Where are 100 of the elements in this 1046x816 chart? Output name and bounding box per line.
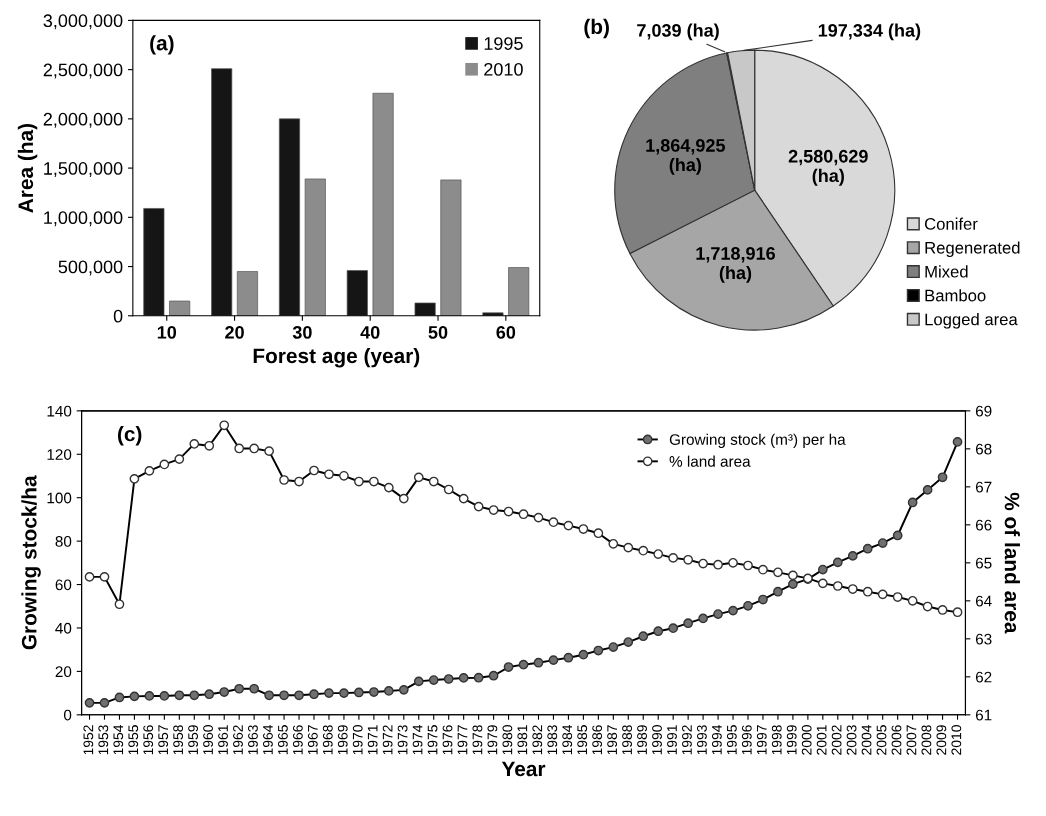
x-tick-label: 2000 <box>801 725 812 755</box>
x-tick-label: 1976 <box>442 725 453 755</box>
y-tick-label: 80 <box>55 535 72 547</box>
x-tick-label: 1986 <box>592 725 603 755</box>
x-tick-label: 2007 <box>906 725 917 755</box>
legend-label: Growing stock (m³) per ha <box>669 433 846 448</box>
x-tick-label: 1993 <box>697 725 707 755</box>
x-tick-label: 1990 <box>652 725 662 755</box>
x-tick-label: 1991 <box>667 725 677 755</box>
y2-tick-label: 66 <box>975 519 992 531</box>
x-tick-label: 1983 <box>547 725 558 755</box>
data-label: 1,864,925 (ha) <box>646 139 725 175</box>
y-tick-label: 3,000,000 <box>43 14 123 30</box>
y2-tick-label: 64 <box>975 595 992 607</box>
legend-label: 2010 <box>484 62 523 76</box>
x-tick-label: 1998 <box>771 725 782 755</box>
x-tick-label: 1997 <box>756 725 767 755</box>
x-tick-label: 1954 <box>113 724 124 755</box>
x-tick-label: 50 <box>428 325 448 339</box>
x-tick-label: 1971 <box>367 725 378 755</box>
x-tick-label: 1992 <box>682 725 692 755</box>
x-tick-label: 2001 <box>816 725 827 755</box>
x-tick-label: 1955 <box>128 725 139 755</box>
x-tick-label: 2006 <box>891 725 902 755</box>
x-tick-label: 2002 <box>831 725 842 755</box>
annotation: (a) <box>150 35 174 55</box>
y-tick-label: 2,500,000 <box>43 63 123 79</box>
y-tick-label: 60 <box>55 579 72 591</box>
x-tick-label: 2004 <box>861 724 872 755</box>
legend-label: Bamboo <box>925 289 986 302</box>
x-tick-label: 1978 <box>472 725 483 755</box>
x-tick-label: 1984 <box>562 724 573 755</box>
y2-tick-label: 67 <box>975 481 992 493</box>
x-tick-label: 10 <box>157 325 177 339</box>
legend-label: Logged area <box>925 313 1018 329</box>
x-tick-label: 1980 <box>502 725 513 755</box>
y-tick-label: 100 <box>47 492 72 504</box>
x-tick-label: 1972 <box>382 725 393 755</box>
x-axis-title: Forest age (year) <box>253 347 420 368</box>
y-tick-label: 20 <box>55 666 72 678</box>
x-tick-label: 60 <box>496 325 516 339</box>
x-tick-label: 1957 <box>158 725 169 755</box>
x-tick-label: 1985 <box>577 725 588 755</box>
x-tick-label: 2008 <box>921 725 932 755</box>
x-tick-label: 1977 <box>457 725 468 755</box>
x-tick-label: 1958 <box>173 725 184 755</box>
x-tick-label: 1953 <box>98 725 109 755</box>
y-tick-label: 2,000,000 <box>43 112 123 128</box>
x-tick-label: 1965 <box>277 725 288 755</box>
x-tick-label: 1968 <box>322 725 333 755</box>
x-tick-label: 1969 <box>337 725 348 755</box>
y2-tick-label: 61 <box>975 709 992 721</box>
y2-tick-label: 69 <box>975 405 992 417</box>
y-axis-title: Growing stock/ha <box>21 475 41 650</box>
x-tick-label: 1956 <box>143 725 154 755</box>
x-tick-label: 2010 <box>951 725 962 755</box>
y-tick-label: 0 <box>113 309 123 323</box>
y-tick-label: 120 <box>47 449 72 460</box>
x-tick-label: 1988 <box>622 725 633 755</box>
x-tick-label: 1982 <box>532 725 543 755</box>
y2-tick-label: 62 <box>975 671 992 683</box>
data-label: 1,718,916 (ha) <box>696 247 775 283</box>
y2-tick-label: 63 <box>975 633 992 645</box>
x-tick-label: 1999 <box>786 725 797 755</box>
y-axis-title: Area (ha) <box>17 123 38 213</box>
y-tick-label: 500,000 <box>58 260 123 276</box>
x-tick-label: 1987 <box>607 725 618 755</box>
x-tick-label: 1963 <box>248 725 258 755</box>
x-tick-label: 1995 <box>726 725 737 755</box>
x-tick-label: 1974 <box>412 724 423 755</box>
y-tick-label: 1,000,000 <box>44 211 123 227</box>
x-tick-label: 1966 <box>292 725 303 755</box>
data-label: 7,039 (ha) <box>637 23 719 41</box>
x-tick-label: 1981 <box>517 725 528 755</box>
x-tick-label: 1961 <box>218 725 228 755</box>
y2-axis-title: % of land area <box>1004 492 1020 634</box>
x-tick-label: 1962 <box>233 725 243 755</box>
x-tick-label: 1989 <box>637 725 647 755</box>
x-tick-label: 1959 <box>188 725 199 755</box>
data-label: 2,580,629 (ha) <box>788 149 868 186</box>
legend-label: Conifer <box>924 217 978 230</box>
y-tick-label: 140 <box>47 405 72 417</box>
x-tick-label: 40 <box>360 325 380 339</box>
x-tick-label: 2009 <box>936 725 947 755</box>
x-tick-label: 1975 <box>427 725 438 755</box>
y2-tick-label: 68 <box>975 443 992 455</box>
x-tick-label: 2003 <box>846 725 857 755</box>
y-tick-label: 40 <box>55 622 72 634</box>
legend-label: Regenerated <box>925 241 1020 258</box>
x-tick-label: 20 <box>225 325 244 339</box>
x-tick-label: 30 <box>292 325 312 339</box>
y2-tick-label: 65 <box>975 557 992 569</box>
x-tick-label: 1952 <box>83 725 94 755</box>
data-label: 197,334 (ha) <box>818 23 921 41</box>
x-tick-label: 1964 <box>263 724 273 755</box>
x-tick-label: 1967 <box>307 725 318 755</box>
annotation: (c) <box>117 426 142 446</box>
x-tick-label: 1994 <box>711 724 722 755</box>
legend-label: % land area <box>669 455 751 467</box>
x-axis-title: Year <box>501 761 546 777</box>
